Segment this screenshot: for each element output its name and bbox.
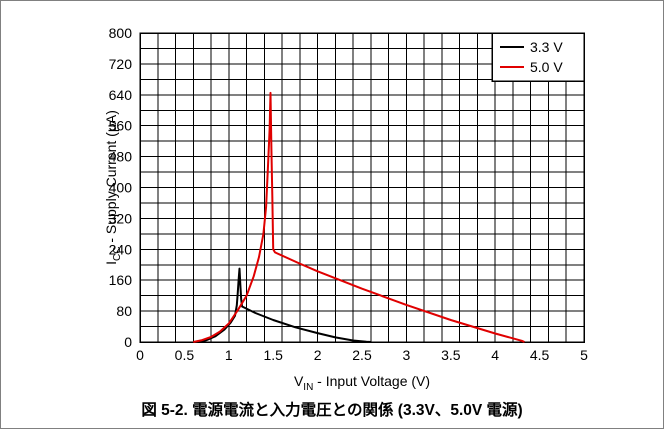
- legend-box: [491, 32, 585, 82]
- x-tick-label: 0: [136, 347, 144, 363]
- grid-lines: [140, 33, 584, 342]
- x-tick-label: 2: [314, 347, 322, 363]
- series-line-5-0-V: [193, 91, 525, 343]
- y-tick-label: 800: [109, 25, 133, 41]
- y-tick-label: 80: [116, 303, 132, 319]
- y-tick-label: 640: [109, 87, 133, 103]
- y-tick-label: 560: [109, 118, 133, 134]
- y-tick-label: 0: [124, 334, 132, 350]
- x-tick-label: 1.5: [263, 347, 283, 363]
- x-tick-label: 3: [403, 347, 411, 363]
- y-tick-label: 320: [109, 210, 133, 226]
- y-tick-label: 480: [109, 149, 133, 165]
- x-tick-label: 0.5: [175, 347, 195, 363]
- x-tick-label: 4.5: [530, 347, 550, 363]
- series-line-3-3-V: [197, 267, 371, 343]
- legend-label: 3.3 V: [530, 39, 563, 55]
- x-tick-label: 3.5: [441, 347, 461, 363]
- y-tick-label: 160: [109, 272, 133, 288]
- x-tick-label: 2.5: [352, 347, 372, 363]
- y-axis-label: ICC - Supply Current (µA): [103, 110, 123, 265]
- y-tick-label: 400: [109, 180, 133, 196]
- y-tick-label: 720: [109, 56, 133, 72]
- legend-label: 5.0 V: [530, 59, 563, 75]
- x-tick-label: 4: [491, 347, 499, 363]
- x-tick-label: 5: [580, 347, 588, 363]
- y-tick-label: 240: [109, 241, 133, 257]
- figure-caption: 図 5-2. 電源電流と入力電圧との関係 (3.3V、5.0V 電源): [141, 402, 523, 419]
- x-tick-label: 1: [225, 347, 233, 363]
- x-axis-label: VIN - Input Voltage (V): [294, 373, 430, 393]
